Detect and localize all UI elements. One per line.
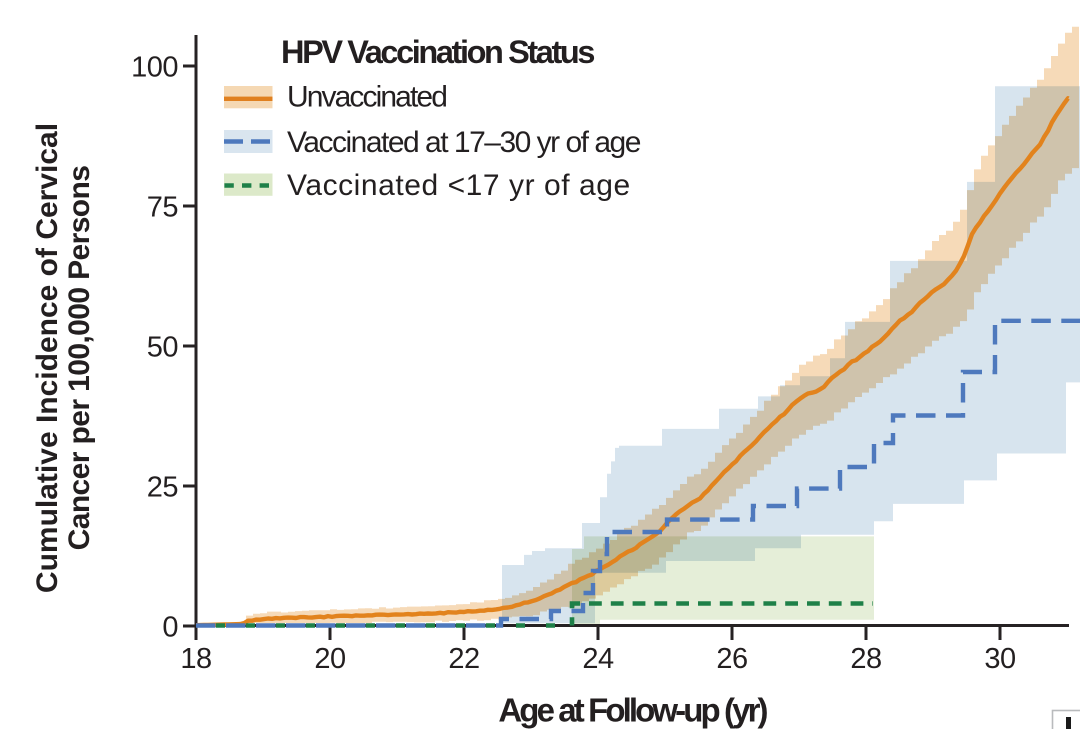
svg-text:Age at Follow-up (yr): Age at Follow-up (yr) xyxy=(498,692,767,729)
svg-text:Vaccinated <17 yr of age: Vaccinated <17 yr of age xyxy=(287,169,631,202)
svg-text:0: 0 xyxy=(162,612,178,644)
svg-text:28: 28 xyxy=(850,643,881,675)
svg-text:Vaccinated at 17–30 yr of age: Vaccinated at 17–30 yr of age xyxy=(287,126,641,159)
svg-text:25: 25 xyxy=(147,472,178,504)
svg-text:50: 50 xyxy=(147,332,178,364)
svg-text:26: 26 xyxy=(716,643,747,675)
svg-text:22: 22 xyxy=(448,643,479,675)
svg-text:Cancer per 100,000 Persons: Cancer per 100,000 Persons xyxy=(63,166,96,551)
svg-text:75: 75 xyxy=(147,192,178,224)
svg-text:18: 18 xyxy=(180,643,211,675)
svg-text:Unvaccinated: Unvaccinated xyxy=(287,81,446,114)
svg-text:Cumulative Incidence of Cervic: Cumulative Incidence of Cervical xyxy=(31,123,64,593)
svg-text:HPV Vaccination Status: HPV Vaccination Status xyxy=(281,34,594,70)
svg-text:24: 24 xyxy=(582,643,614,675)
svg-text:100: 100 xyxy=(131,52,178,84)
svg-text:20: 20 xyxy=(314,643,345,675)
svg-text:30: 30 xyxy=(984,643,1015,675)
